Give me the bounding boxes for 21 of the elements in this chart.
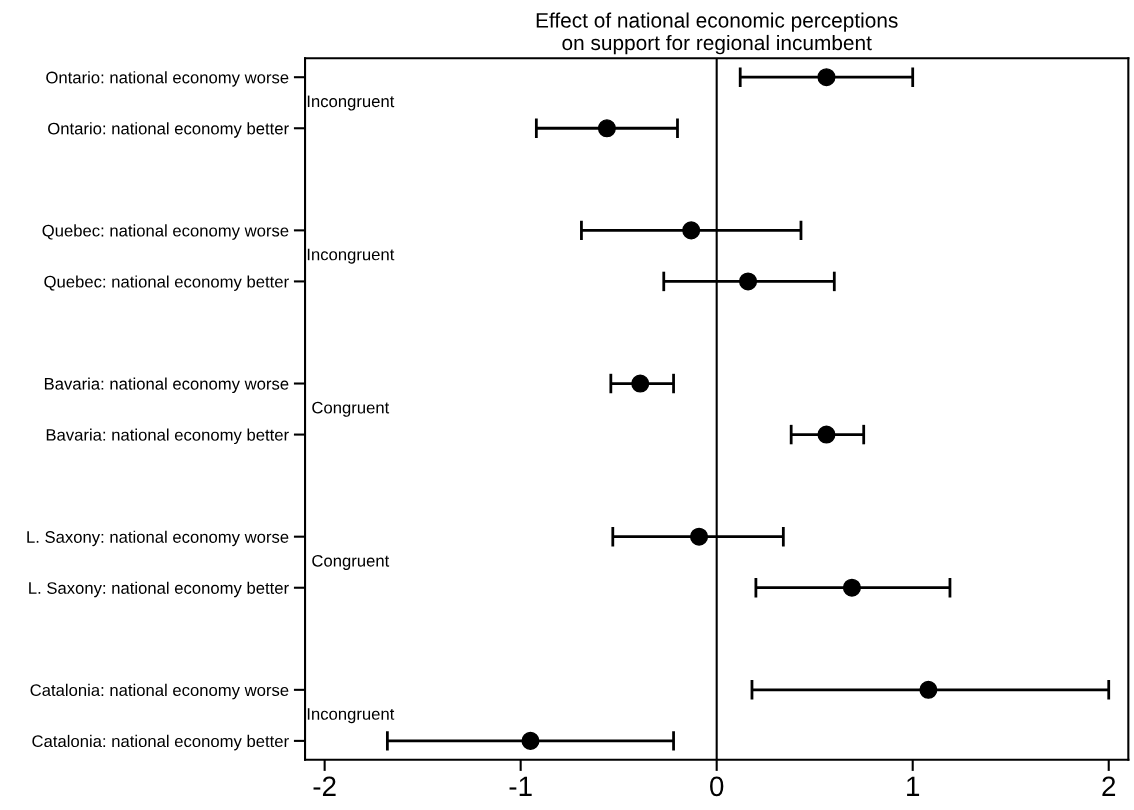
x-tick-label: -1 xyxy=(509,776,532,796)
y-tick-label: Bavaria: national economy better xyxy=(46,428,289,445)
annotation: Congruent xyxy=(312,401,390,417)
y-tick-label: Quebec: national economy worse xyxy=(42,224,289,240)
y-tick-label: Ontario: national economy worse xyxy=(46,71,289,87)
x-tick-label: 2 xyxy=(1102,776,1116,796)
annotation: Incongruent xyxy=(307,248,395,264)
annotation: Incongruent xyxy=(307,95,395,111)
y-tick-label: L. Saxony: national economy better xyxy=(29,581,289,598)
y-tick-label: L. Saxony: national economy worse xyxy=(27,530,289,547)
y-tick-label: Quebec: national economy better xyxy=(44,275,289,291)
y-tick-label: Ontario: national economy better xyxy=(48,122,289,138)
y-tick-label: Catalonia: national economy better xyxy=(32,734,289,751)
y-tick-label: Bavaria: national economy worse xyxy=(44,377,289,394)
x-tick-label: -2 xyxy=(313,776,336,796)
annotation: Congruent xyxy=(312,554,390,570)
chart-title: Effect of national economic perceptions on support for regional incumbent xyxy=(536,12,898,55)
x-tick-label: 0 xyxy=(710,776,724,797)
annotation: Incongruent xyxy=(307,708,395,724)
y-tick-label: Catalonia: national economy worse xyxy=(30,683,289,700)
x-tick-label: 1 xyxy=(907,776,920,796)
